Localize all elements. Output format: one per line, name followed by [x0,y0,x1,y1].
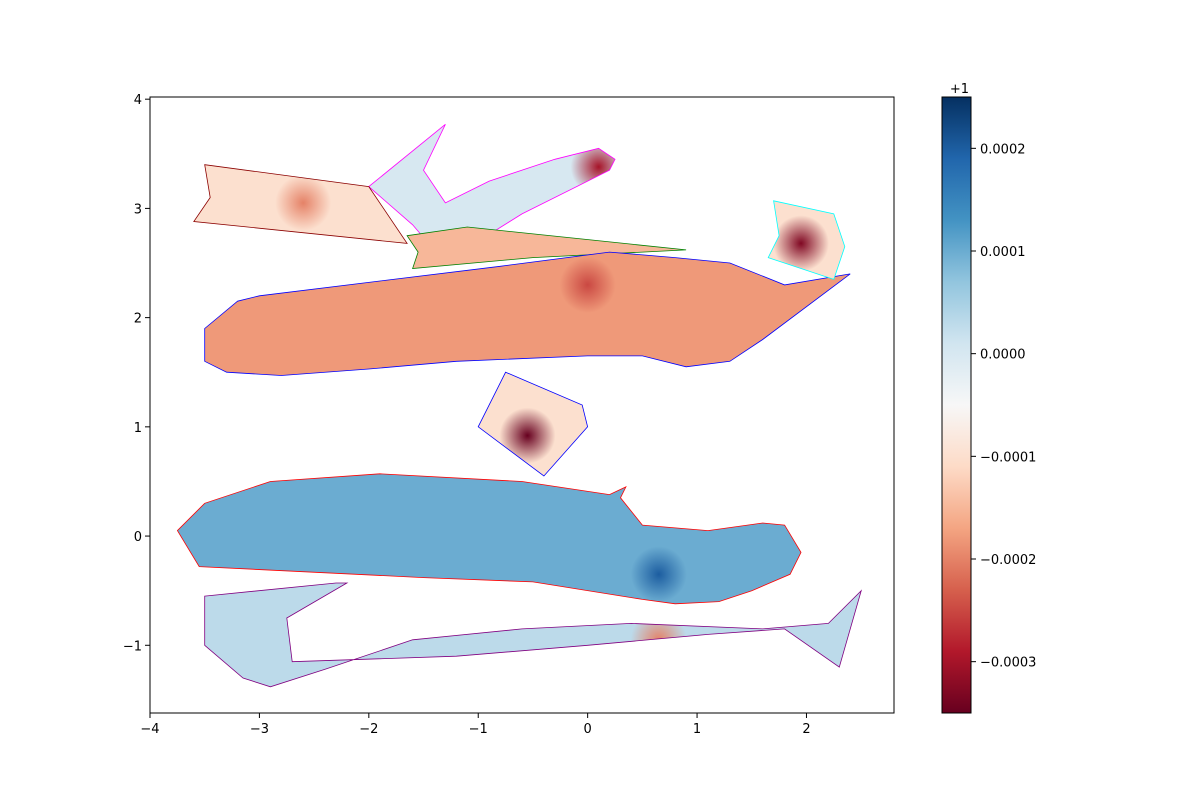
colorbar-tick-label: 0.0002 [980,142,1026,157]
y-tick-label: 3 [134,202,142,217]
x-tick-label: 2 [802,722,810,737]
region-5 [767,200,846,280]
colorbar-frame [941,96,972,714]
x-tick-label: −3 [250,722,269,737]
colorbar-tick-label: 0.0000 [980,348,1026,363]
x-tick-label: −4 [140,722,159,737]
colorbar: 0.0002 0.0001 0.0000 −0.0001 −0.0002 −0.0003 +… [941,82,1036,714]
x-tick-label: 0 [584,722,592,737]
colorbar-tick-label: −0.0001 [980,450,1036,465]
region-3 [406,226,687,269]
colorbar-tick-label: −0.0003 [980,656,1036,671]
region-outline [477,371,589,477]
region-6 [477,371,589,477]
region-fill [407,227,687,269]
x-tick-label: −2 [359,722,378,737]
colorbar-offset-label: +1 [950,82,969,97]
region-hotspot [773,215,829,272]
axes-frame [149,96,895,714]
region-hotspot [559,256,616,313]
region-outline [176,473,802,605]
region-outline [193,164,408,244]
y-axis: −1 0 1 2 3 4 [123,93,150,654]
region-4 [204,251,851,376]
y-tick-label: 1 [134,421,142,436]
region-outline [406,226,687,269]
region-fill [204,583,862,687]
region-outline [204,251,851,376]
y-tick-label: −1 [123,639,142,654]
x-tick-label: −1 [469,722,488,737]
y-tick-label: 4 [134,93,142,108]
region-hotspot [275,174,332,231]
x-tick-label: 1 [693,722,701,737]
region-outline [204,582,863,688]
region-fill [368,124,615,263]
plot-area [176,123,863,688]
region-hotspot [630,546,687,603]
y-tick-label: 2 [134,312,142,327]
colorbar-tick-label: −0.0002 [980,553,1036,568]
region-hotspot [499,407,556,464]
region-7 [176,473,802,605]
colorbar-gradient [942,97,971,713]
y-tick-label: 0 [134,530,142,545]
region-outline [767,200,846,280]
x-axis: −4 −3 −2 −1 0 1 2 [140,713,811,737]
region-2 [193,164,408,244]
colorbar-tick-label: 0.0001 [980,245,1026,260]
